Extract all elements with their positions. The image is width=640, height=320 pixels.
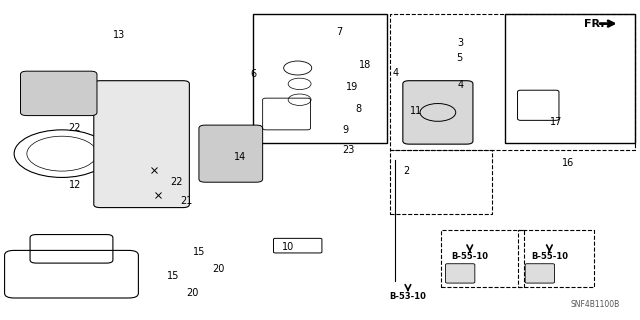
Text: 15: 15	[193, 247, 205, 257]
Text: 19: 19	[346, 82, 358, 92]
FancyBboxPatch shape	[525, 264, 554, 283]
Bar	[390, 14, 636, 150]
Text: 2: 2	[403, 166, 409, 176]
Text: 3: 3	[457, 38, 463, 48]
Text: 6: 6	[250, 69, 256, 79]
Text: 7: 7	[336, 27, 342, 36]
Bar	[518, 230, 594, 287]
FancyBboxPatch shape	[199, 125, 262, 182]
Text: 23: 23	[342, 146, 355, 156]
Text: 8: 8	[355, 104, 362, 114]
Text: 21: 21	[180, 196, 193, 206]
Bar	[441, 230, 524, 287]
Text: 17: 17	[550, 117, 562, 127]
Text: 10: 10	[282, 242, 294, 252]
FancyBboxPatch shape	[20, 71, 97, 116]
Text: 5: 5	[456, 53, 462, 63]
Text: 16: 16	[563, 158, 575, 168]
Text: B-53-10: B-53-10	[390, 292, 426, 301]
Text: 22: 22	[68, 123, 81, 133]
Text: B-55-10: B-55-10	[531, 252, 568, 261]
Text: 9: 9	[342, 125, 349, 135]
FancyBboxPatch shape	[403, 81, 473, 144]
Bar	[390, 150, 492, 214]
Text: 11: 11	[410, 106, 422, 116]
Text: 4: 4	[457, 80, 463, 91]
Text: 12: 12	[68, 180, 81, 190]
Text: SNF4B1100B: SNF4B1100B	[570, 300, 620, 309]
Text: 13: 13	[113, 30, 125, 40]
Text: 22: 22	[170, 177, 183, 187]
Text: 20: 20	[212, 264, 224, 275]
Text: FR.: FR.	[584, 19, 604, 28]
Text: 20: 20	[186, 288, 199, 298]
FancyBboxPatch shape	[445, 264, 475, 283]
Bar	[505, 14, 636, 142]
Text: 15: 15	[167, 271, 180, 281]
FancyBboxPatch shape	[94, 81, 189, 208]
Text: 4: 4	[392, 68, 398, 78]
Text: B-55-10: B-55-10	[451, 252, 488, 261]
Text: 14: 14	[234, 152, 246, 162]
Bar	[253, 14, 387, 142]
Text: 18: 18	[358, 60, 371, 70]
